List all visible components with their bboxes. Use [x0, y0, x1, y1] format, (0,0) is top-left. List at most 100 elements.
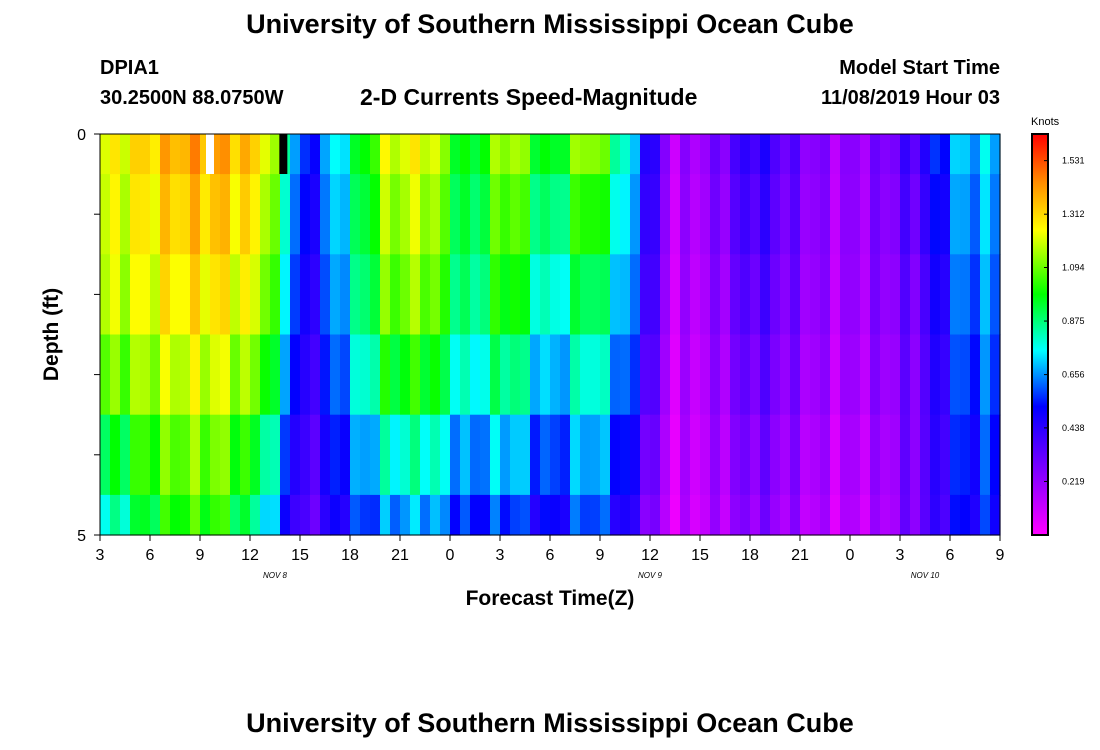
- heatmap-cell: [130, 254, 141, 336]
- heatmap-cell: [370, 494, 381, 536]
- heatmap-cell: [720, 254, 731, 336]
- heatmap-cell: [970, 494, 981, 536]
- heatmap-cell: [690, 414, 701, 496]
- heatmap-cell: [370, 414, 381, 496]
- chart-subtitle: 2-D Currents Speed-Magnitude: [360, 84, 698, 110]
- heatmap-cell: [820, 134, 831, 175]
- heatmap-cell: [260, 174, 271, 255]
- heatmap-cell: [670, 414, 681, 496]
- heatmap-cell: [500, 334, 511, 416]
- heatmap-cell: [460, 334, 471, 416]
- heatmap-cell: [380, 254, 391, 336]
- heatmap-cell: [480, 254, 491, 336]
- x-tick-label: 18: [341, 547, 359, 564]
- heatmap-cell: [480, 494, 491, 536]
- heatmap-cell: [490, 414, 501, 496]
- heatmap-cell: [600, 134, 611, 175]
- heatmap-cell: [420, 174, 431, 255]
- heatmap-cell: [670, 174, 681, 255]
- heatmap-cell: [540, 414, 551, 496]
- heatmap-cell: [990, 414, 1001, 496]
- heatmap-cell: [980, 254, 991, 336]
- heatmap-cell: [310, 254, 321, 336]
- heatmap-cell: [460, 494, 471, 536]
- heatmap-cell: [400, 254, 411, 336]
- heatmap-cell: [270, 494, 281, 536]
- heatmap-cell: [180, 334, 191, 416]
- heatmap-cell: [430, 414, 441, 496]
- heatmap-cell: [750, 334, 761, 416]
- y-axis-label: Depth (ft): [40, 288, 63, 381]
- heatmap-cell: [670, 334, 681, 416]
- heatmap-cell: [870, 174, 881, 255]
- heatmap-cell: [700, 334, 711, 416]
- heatmap-cell: [480, 134, 491, 175]
- heatmap-cell: [940, 494, 951, 536]
- heatmap-cell: [590, 334, 601, 416]
- heatmap-cell: [750, 254, 761, 336]
- heatmap-cell: [990, 134, 1001, 175]
- heatmap-cell: [550, 494, 561, 536]
- heatmap-cell: [370, 134, 381, 175]
- heatmap-cell: [860, 414, 871, 496]
- heatmap-cell: [720, 174, 731, 255]
- heatmap-cell: [550, 254, 561, 336]
- heatmap-cell: [590, 414, 601, 496]
- heatmap-cell: [370, 254, 381, 336]
- heatmap-cell: [310, 414, 321, 496]
- heatmap-cell: [570, 414, 581, 496]
- heatmap-cell: [620, 134, 631, 175]
- heatmap-cell: [290, 134, 301, 175]
- heatmap-cell: [800, 174, 811, 255]
- colorbar-unit: Knots: [1031, 116, 1060, 128]
- heatmap-cell: [190, 334, 201, 416]
- heatmap-cell: [930, 414, 941, 496]
- heatmap-cell: [110, 134, 121, 175]
- heatmap-cell: [390, 334, 401, 416]
- heatmap-cell: [210, 494, 221, 536]
- heatmap-cell: [150, 134, 161, 175]
- heatmap-cell: [350, 254, 361, 336]
- heatmap-cell: [400, 134, 411, 175]
- x-tick-label: 21: [791, 547, 809, 564]
- heatmap-cell: [510, 334, 521, 416]
- heatmap-cell: [780, 414, 791, 496]
- heatmap-cell: [160, 254, 171, 336]
- heatmap-cell: [710, 494, 721, 536]
- heatmap-cell: [740, 334, 751, 416]
- heatmap-cell: [230, 254, 241, 336]
- heatmap-cell: [160, 414, 171, 496]
- heatmap-cell: [160, 134, 171, 175]
- x-tick-label: 9: [196, 547, 205, 564]
- heatmap-cell: [730, 494, 741, 536]
- heatmap-cell: [440, 254, 451, 336]
- heatmap-cell: [550, 414, 561, 496]
- heatmap-cell: [810, 414, 821, 496]
- heatmap-cell: [480, 334, 491, 416]
- heatmap-cell: [250, 414, 261, 496]
- heatmap-cell: [100, 254, 111, 336]
- heatmap-cell: [530, 334, 541, 416]
- heatmap-cell: [430, 174, 441, 255]
- heatmap-cell: [400, 174, 411, 255]
- heatmap-cell: [930, 334, 941, 416]
- heatmap-cell: [840, 334, 851, 416]
- heatmap-cell: [840, 134, 851, 175]
- heatmap-cell: [480, 174, 491, 255]
- heatmap-cell: [720, 494, 731, 536]
- heatmap-cell: [400, 494, 411, 536]
- heatmap-cell: [830, 254, 841, 336]
- heatmap-cell: [920, 494, 931, 536]
- heatmap-cell: [190, 414, 201, 496]
- heatmap-cell: [460, 134, 471, 175]
- heatmap-cell: [680, 174, 691, 255]
- heatmap-cell: [690, 134, 701, 175]
- heatmap-cell: [810, 134, 821, 175]
- heatmap-cell: [850, 334, 861, 416]
- heatmap-cell: [920, 334, 931, 416]
- heatmap-cell: [990, 334, 1001, 416]
- heatmap-cell: [780, 134, 791, 175]
- heatmap-cell: [790, 334, 801, 416]
- heatmap-cell: [110, 254, 121, 336]
- footer-title: University of Southern Mississippi Ocean…: [246, 708, 854, 738]
